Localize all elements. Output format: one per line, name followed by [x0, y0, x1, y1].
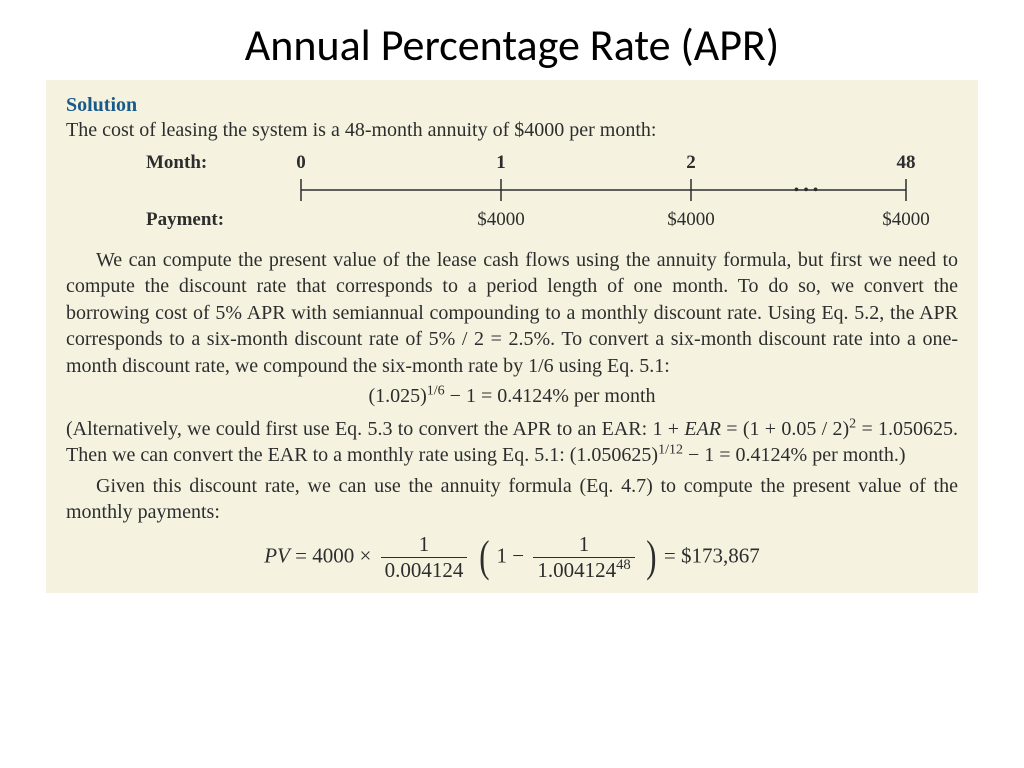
- timeline-payment-row: Payment: $4000$4000$4000: [146, 209, 918, 233]
- pv-eq: = 4000 ×: [290, 543, 377, 567]
- paragraph-1: We can compute the present value of the …: [66, 247, 958, 379]
- month-value: 2: [661, 152, 721, 174]
- pv-result: = $173,867: [664, 543, 760, 567]
- timeline: Month: 01248 • • • Payment: $4000$4000$4…: [146, 152, 918, 233]
- formula1-exp: 1/6: [427, 383, 445, 398]
- pv-frac1-den: 0.004124: [381, 558, 468, 583]
- para2-end: − 1 = 0.4124% per month.): [683, 444, 906, 466]
- para2-exp2: 1/12: [658, 443, 683, 458]
- para2-ear: EAR: [684, 418, 721, 440]
- pv-frac2-den: 1.00412448: [533, 558, 634, 583]
- pv-frac1: 1 0.004124: [381, 532, 468, 583]
- month-value: 1: [471, 152, 531, 174]
- month-value: 48: [876, 152, 936, 174]
- solution-lead: The cost of leasing the system is a 48-m…: [66, 119, 958, 142]
- para2-mid: = (1 + 0.05 / 2): [721, 418, 849, 440]
- timeline-axis: • • •: [266, 176, 946, 204]
- month-value: 0: [271, 152, 331, 174]
- formula-monthly-rate: (1.025)1/6 − 1 = 0.4124% per month: [66, 385, 958, 408]
- payment-value: $4000: [866, 209, 946, 231]
- pv-frac1-num: 1: [381, 532, 468, 558]
- month-label: Month:: [146, 152, 266, 176]
- rparen-icon: ): [646, 539, 656, 574]
- solution-box: Solution The cost of leasing the system …: [46, 80, 978, 593]
- pv-lhs: PV: [264, 543, 290, 567]
- formula-pv: PV = 4000 × 1 0.004124 ( 1 − 1 1.0041244…: [66, 532, 958, 583]
- payment-value: $4000: [461, 209, 541, 231]
- paragraph-2: (Alternatively, we could first use Eq. 5…: [66, 416, 958, 469]
- slide: Annual Percentage Rate (APR) Solution Th…: [0, 0, 1024, 768]
- payment-label: Payment:: [146, 209, 266, 233]
- lparen-icon: (: [479, 539, 489, 574]
- svg-text:• • •: • • •: [794, 182, 819, 199]
- formula1-rest: − 1 = 0.4124% per month: [445, 385, 656, 407]
- paragraph-3: Given this discount rate, we can use the…: [66, 473, 958, 526]
- pv-frac2: 1 1.00412448: [533, 532, 634, 583]
- para2-pre: (Alternatively, we could first use Eq. 5…: [66, 418, 684, 440]
- payment-value: $4000: [651, 209, 731, 231]
- timeline-month-row: Month: 01248: [146, 152, 918, 176]
- formula1-base: (1.025): [368, 385, 426, 407]
- slide-title: Annual Percentage Rate (APR): [0, 0, 1024, 80]
- pv-frac2-den-exp: 48: [616, 557, 631, 573]
- solution-label: Solution: [66, 94, 958, 117]
- pv-mid: 1 −: [496, 543, 529, 567]
- pv-frac2-den-base: 1.004124: [537, 558, 616, 582]
- pv-frac2-num: 1: [533, 532, 634, 558]
